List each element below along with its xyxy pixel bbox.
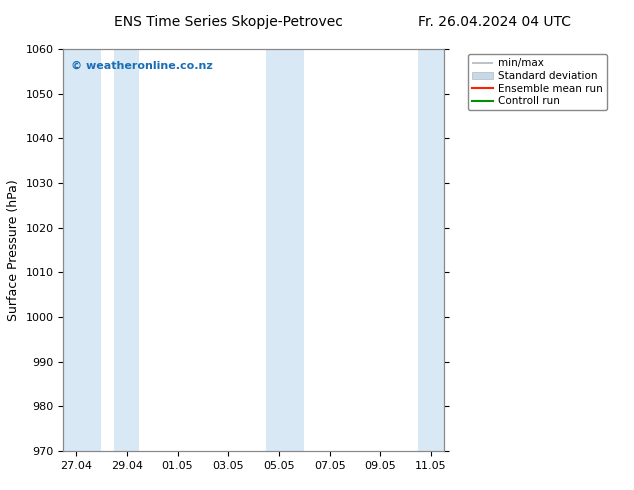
Bar [114,49,139,451]
Bar [266,49,304,451]
Text: © weatheronline.co.nz: © weatheronline.co.nz [71,61,213,71]
Bar [418,49,456,451]
Text: Fr. 26.04.2024 04 UTC: Fr. 26.04.2024 04 UTC [418,15,571,29]
Text: ENS Time Series Skopje-Petrovec: ENS Time Series Skopje-Petrovec [113,15,343,29]
Y-axis label: Surface Pressure (hPa): Surface Pressure (hPa) [7,179,20,321]
Bar [63,49,101,451]
Legend: min/max, Standard deviation, Ensemble mean run, Controll run: min/max, Standard deviation, Ensemble me… [468,54,607,110]
